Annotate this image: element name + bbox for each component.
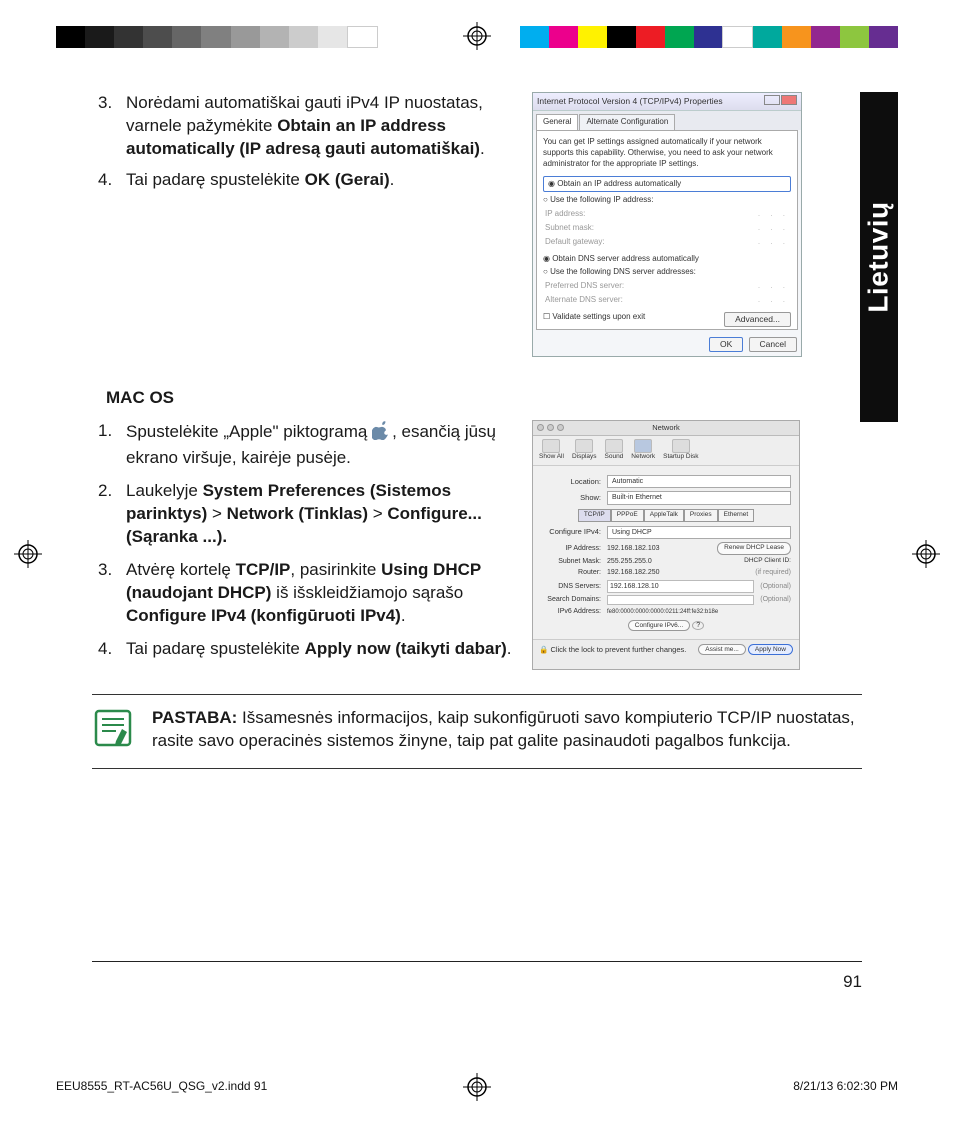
dialog-title: Internet Protocol Version 4 (TCP/IPv4) P…	[537, 96, 723, 107]
page-number: 91	[843, 972, 862, 992]
radio-use-dns: ○ Use the following DNS server addresses…	[543, 267, 791, 278]
network-tab: PPPoE	[611, 509, 644, 522]
print-color-bar	[520, 26, 898, 48]
network-tab: Ethernet	[718, 509, 755, 522]
window-buttons	[763, 95, 797, 108]
mac-step-1: Spustelėkite „Apple" piktogramą , esanči…	[92, 420, 522, 470]
help-icon: ?	[692, 621, 704, 630]
assist-button: Assist me...	[698, 644, 746, 655]
print-footer: EEU8555_RT-AC56U_QSG_v2.indd 91 8/21/13 …	[56, 1079, 898, 1093]
page-content: Norėdami automatiškai gauti iPv4 IP nuos…	[92, 92, 862, 1052]
advanced-button: Advanced...	[724, 312, 791, 327]
apply-now-button: Apply Now	[748, 644, 793, 655]
footer-filename: EEU8555_RT-AC56U_QSG_v2.indd 91	[56, 1079, 267, 1093]
apple-icon	[372, 420, 392, 447]
mac-os-heading: MAC OS	[106, 387, 862, 410]
note-icon	[92, 707, 134, 756]
print-grayscale-bar	[56, 26, 378, 48]
configure-ipv6-button: Configure IPv6...	[628, 620, 690, 631]
mac-network-prefs-screenshot: Network Show All Displays Sound Network Star…	[532, 420, 800, 670]
footer-rule	[92, 961, 862, 962]
language-tab-label: Lietuvių	[863, 201, 895, 312]
radio-obtain-dns-auto: ◉ Obtain DNS server address automaticall…	[543, 254, 791, 265]
footer-timestamp: 8/21/13 6:02:30 PM	[793, 1079, 898, 1093]
registration-mark-left	[14, 540, 42, 568]
windows-steps-list: Norėdami automatiškai gauti iPv4 IP nuos…	[92, 92, 522, 192]
mac-step-3: Atvėrę kortelę TCP/IP, pasirinkite Using…	[92, 559, 522, 628]
mac-window-title: Network	[652, 423, 680, 432]
toolbar-item: Network	[631, 439, 655, 462]
windows-ipv4-dialog-screenshot: Internet Protocol Version 4 (TCP/IPv4) P…	[532, 92, 802, 357]
step-3: Norėdami automatiškai gauti iPv4 IP nuos…	[92, 92, 522, 161]
registration-mark-top	[463, 22, 491, 50]
tab-general: General	[536, 114, 578, 130]
network-tab: AppleTalk	[644, 509, 684, 522]
lock-text: 🔒 Click the lock to prevent further chan…	[539, 645, 686, 655]
dialog-desc: You can get IP settings assigned automat…	[543, 137, 791, 169]
show-select: Built-in Ethernet	[607, 491, 791, 504]
toolbar-item: Sound	[605, 439, 624, 462]
mac-steps-list: Spustelėkite „Apple" piktogramą , esanči…	[92, 420, 522, 660]
step-4: Tai padarę spustelėkite OK (Gerai).	[92, 169, 522, 192]
note-text: PASTABA: Išsamesnės informacijos, kaip s…	[152, 707, 862, 753]
mac-step-2: Laukelyje System Preferences (Sistemos p…	[92, 480, 522, 549]
location-select: Automatic	[607, 475, 791, 488]
renew-lease-button: Renew DHCP Lease	[717, 542, 791, 555]
network-tab: Proxies	[684, 509, 718, 522]
toolbar-item: Show All	[539, 439, 564, 462]
prefs-toolbar: Show All Displays Sound Network Startup Disk	[533, 436, 799, 466]
toolbar-item: Startup Disk	[663, 439, 698, 462]
network-tabs: TCP/IPPPPoEAppleTalkProxiesEthernet	[541, 509, 791, 522]
configure-ipv4-select: Using DHCP	[607, 526, 791, 539]
toolbar-item: Displays	[572, 439, 597, 462]
language-tab: Lietuvių	[860, 92, 898, 422]
cancel-button: Cancel	[749, 337, 797, 352]
traffic-lights	[537, 424, 564, 431]
tab-alternate: Alternate Configuration	[579, 114, 675, 130]
radio-obtain-ip-auto: ◉ Obtain an IP address automatically	[543, 176, 791, 193]
mac-step-4: Tai padarę spustelėkite Apply now (taiky…	[92, 638, 522, 661]
network-tab: TCP/IP	[578, 509, 611, 522]
ok-button: OK	[709, 337, 743, 352]
checkbox-validate: ☐ Validate settings upon exit Advanced..…	[543, 312, 791, 323]
radio-use-ip: ○ Use the following IP address:	[543, 195, 791, 206]
note-box: PASTABA: Išsamesnės informacijos, kaip s…	[92, 694, 862, 769]
registration-mark-right	[912, 540, 940, 568]
